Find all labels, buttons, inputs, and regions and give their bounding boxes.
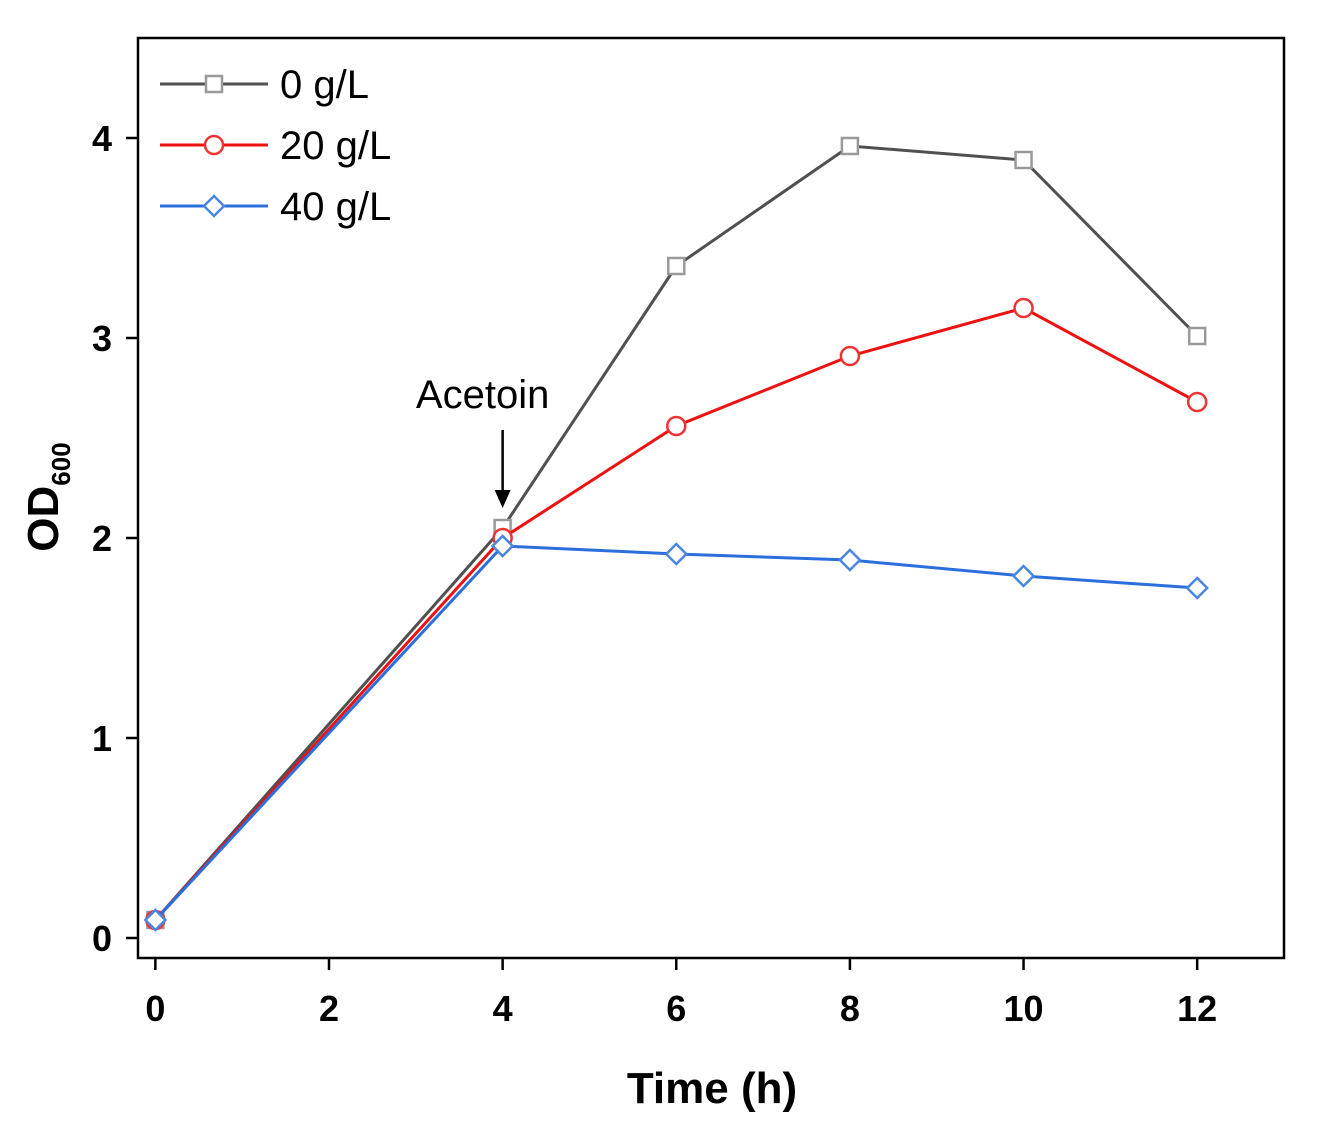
series-line-40-g-l (154, 544, 1198, 922)
y-tick-label: 0 (92, 918, 112, 959)
data-point-20-g-l (1013, 297, 1034, 319)
legend-label-0-g-l: 0 g/L (280, 63, 369, 107)
data-point-0-g-l (840, 136, 860, 156)
data-point-40-g-l (664, 542, 689, 566)
x-axis: 0 2 4 6 8 10 12 (145, 958, 1217, 1029)
y-axis-title: OD600 (19, 442, 76, 551)
data-point-40-g-l (838, 548, 862, 572)
y-axis-title-main: OD (19, 486, 68, 552)
annotation-label: Acetoin (416, 373, 549, 417)
y-tick-label: 4 (92, 118, 112, 159)
legend-marker-0-g-l (204, 74, 224, 94)
x-tick-label: 8 (840, 988, 860, 1029)
series-line-0-g-l (154, 144, 1199, 921)
data-point-40-g-l (143, 908, 168, 932)
data-point-0-g-l (667, 256, 686, 276)
x-tick-label: 2 (319, 988, 339, 1029)
data-point-0-g-l (1187, 326, 1207, 346)
data-point-0-g-l (1014, 150, 1033, 170)
data-point-20-g-l (1186, 391, 1208, 413)
x-tick-label: 6 (666, 988, 686, 1029)
series-0-g-l (146, 136, 1207, 930)
y-tick-label: 3 (92, 318, 112, 359)
data-point-20-g-l (839, 345, 861, 367)
annotation-arrow-head (494, 490, 511, 508)
y-tick-label: 1 (92, 718, 112, 759)
x-tick-label: 0 (145, 988, 165, 1029)
data-point-20-g-l (666, 415, 687, 437)
data-point-40-g-l (490, 534, 515, 558)
series-layer (143, 136, 1209, 932)
y-axis-title-subscript: 600 (46, 442, 76, 485)
annotation-layer: Acetoin (416, 373, 549, 508)
series-40-g-l (143, 534, 1209, 932)
plot-frame (136, 36, 1286, 960)
series-line-20-g-l (154, 306, 1198, 922)
legend-label-40-g-l: 40 g/L (280, 185, 391, 229)
x-tick-label: 12 (1177, 988, 1217, 1029)
x-tick-label: 4 (493, 988, 513, 1029)
y-axis: 0 1 2 3 4 (92, 118, 138, 959)
legend-marker-40-g-l (202, 194, 226, 218)
x-tick-label: 10 (1004, 988, 1044, 1029)
x-axis-title: Time (h) (627, 1064, 797, 1113)
legend-marker-20-g-l (203, 134, 225, 156)
y-tick-label: 2 (92, 518, 112, 559)
legend-label-20-g-l: 20 g/L (280, 124, 391, 168)
data-point-40-g-l (1185, 576, 1209, 600)
data-point-40-g-l (1011, 564, 1036, 588)
legend: 0 g/L 20 g/L 40 g/L (160, 63, 391, 229)
series-20-g-l (145, 297, 1208, 931)
